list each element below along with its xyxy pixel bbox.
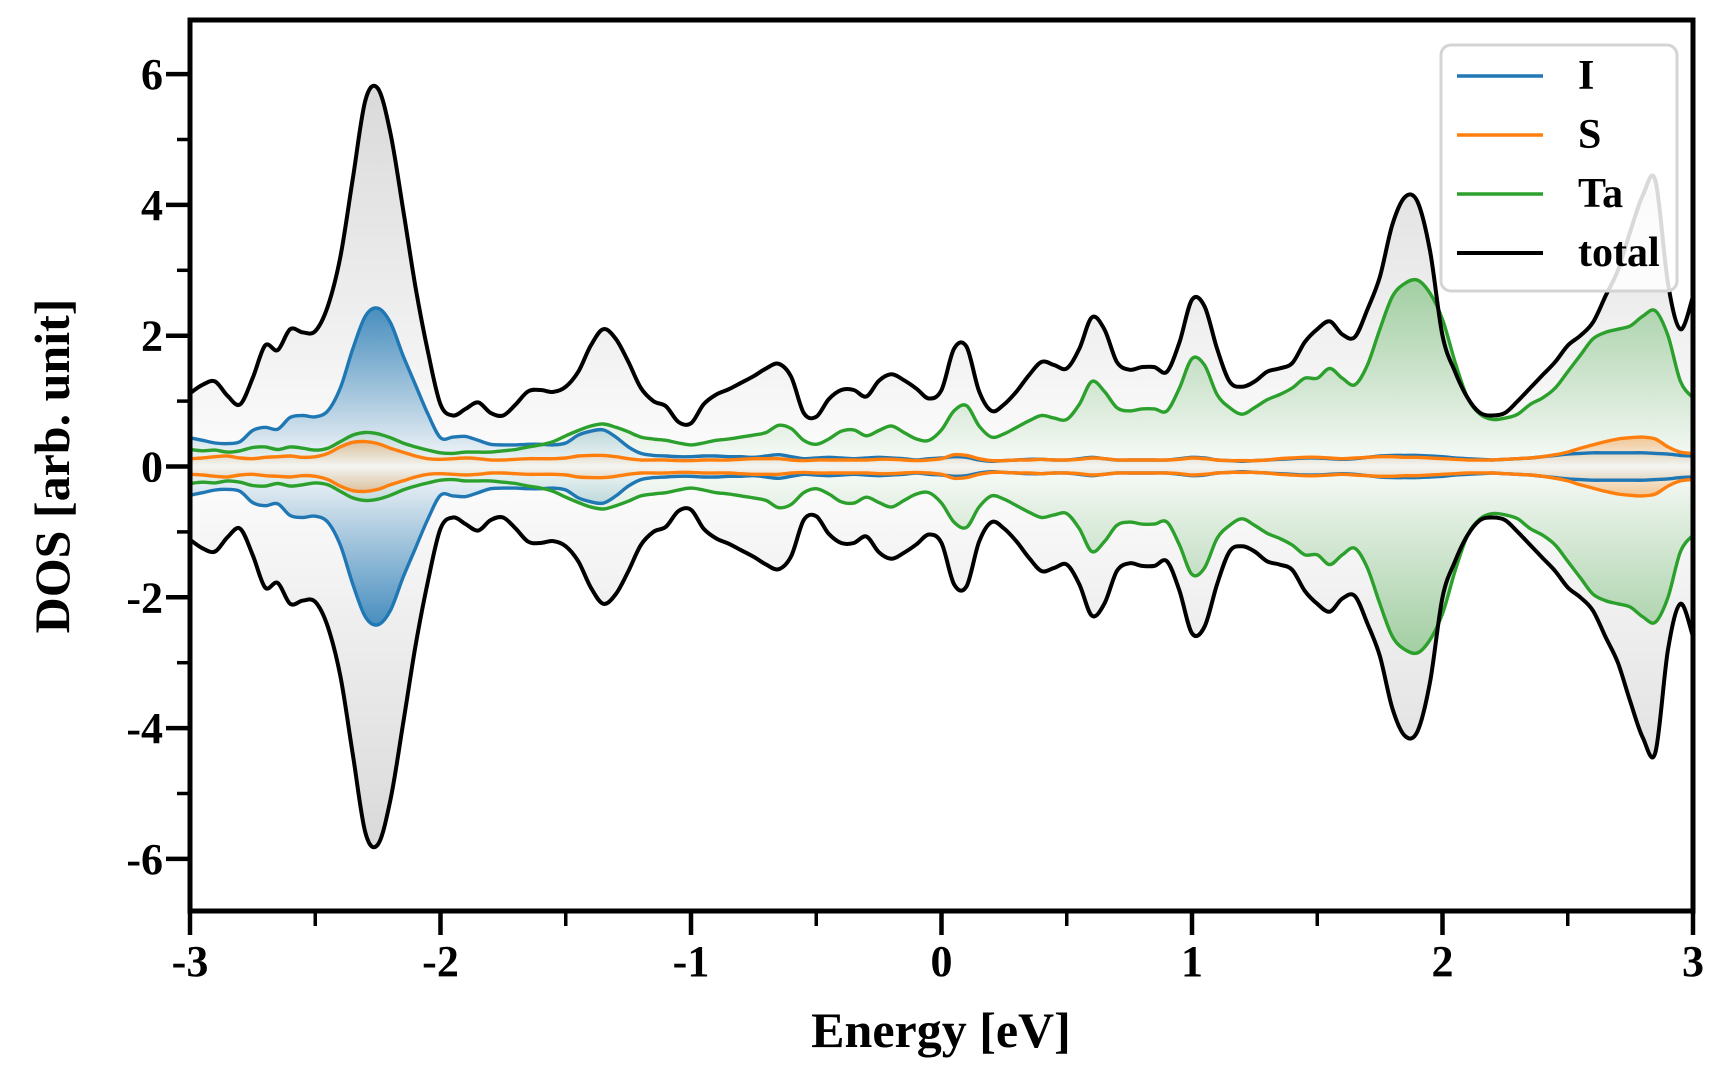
total-curve-up	[190, 83, 1693, 427]
y-tick-label: -4	[126, 704, 163, 753]
s-curve-down	[190, 470, 1693, 498]
y-tick-label: -6	[126, 835, 163, 884]
x-tick-label: -3	[172, 937, 209, 986]
legend-box	[1439, 43, 1679, 293]
legend-item-ta: Ta	[1457, 171, 1623, 217]
ta-curve-down	[190, 477, 1693, 656]
legend-item-s: S	[1457, 112, 1601, 158]
x-axis-title: Energy [eV]	[811, 1002, 1071, 1058]
y-tick-label: -2	[126, 573, 163, 622]
ta-curve-up	[190, 277, 1693, 456]
legend-item-total: total	[1457, 230, 1660, 276]
axis-ticks	[166, 71, 1696, 935]
ta-area-down	[190, 466, 1693, 654]
x-tick-label: -2	[422, 937, 459, 986]
s-curve-up	[190, 435, 1693, 463]
y-tick-label: 4	[141, 181, 163, 230]
y-axis-title: DOS [arb. unit]	[24, 298, 80, 634]
total-area-down	[190, 466, 1693, 848]
legend-label: total	[1578, 230, 1660, 276]
x-tick-label: 0	[931, 937, 953, 986]
total-curve-down	[190, 506, 1693, 850]
dos-curves	[190, 83, 1693, 850]
y-tick-label: 6	[141, 50, 163, 99]
x-tick-label: 2	[1432, 937, 1454, 986]
plot-border	[187, 17, 1696, 914]
legend-label: S	[1578, 112, 1601, 158]
ta-area-up	[190, 279, 1693, 467]
x-tick-label: 3	[1682, 937, 1704, 986]
legend-item-i: I	[1457, 53, 1594, 99]
legend-label: Ta	[1578, 171, 1623, 217]
y-tick-label: 0	[141, 443, 163, 492]
y-tick-label: 2	[141, 312, 163, 361]
x-tick-label: 1	[1181, 937, 1203, 986]
legend: IS Ta total	[1439, 43, 1679, 293]
total-area-up	[190, 85, 1693, 467]
x-tick-label: -1	[673, 937, 710, 986]
x-tick-labels: -3 -2 -1 0 1 2 3	[172, 937, 1704, 986]
legend-label: I	[1578, 53, 1594, 99]
y-tick-labels: -6 -4 -2 0 2 4 6	[126, 50, 163, 884]
